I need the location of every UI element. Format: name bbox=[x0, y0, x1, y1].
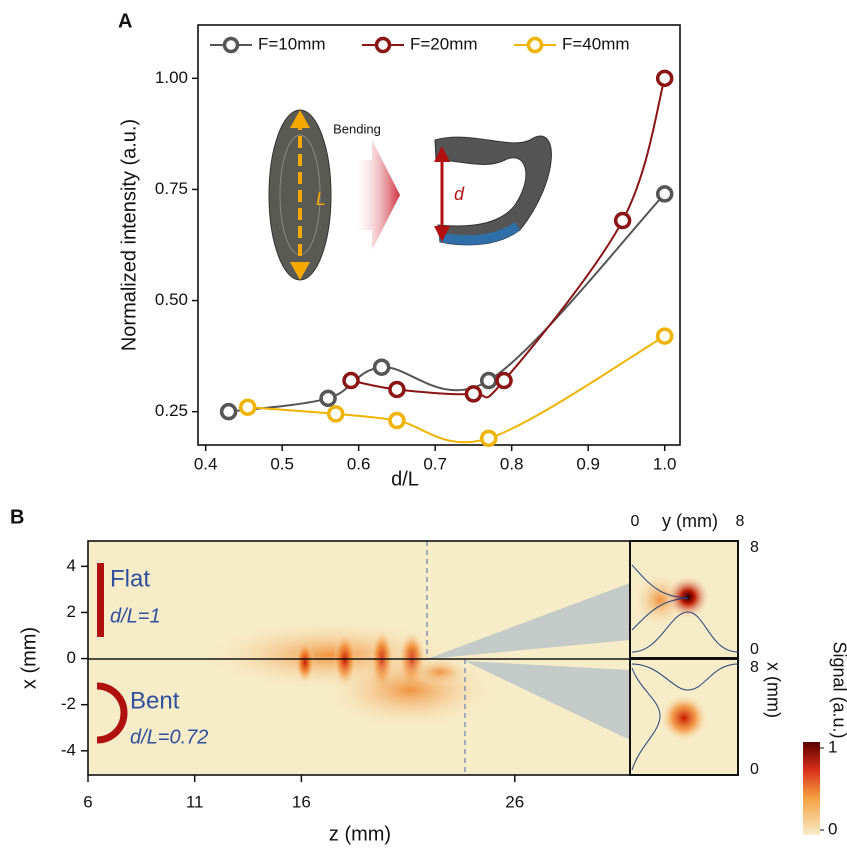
data-point bbox=[388, 411, 406, 430]
x-tick-label: 0.6 bbox=[347, 454, 371, 473]
panel-label: A bbox=[118, 10, 132, 32]
bend-arrow bbox=[352, 140, 400, 250]
panel-label: B bbox=[10, 506, 24, 528]
bent-lens bbox=[434, 135, 552, 246]
x-tick-label: 26 bbox=[505, 792, 524, 811]
y-tick-label: -2 bbox=[61, 694, 76, 713]
y-tick-label: -4 bbox=[61, 740, 76, 759]
bent-edge bbox=[438, 222, 520, 245]
data-point bbox=[464, 385, 483, 403]
x-tick-label: 0.5 bbox=[270, 454, 294, 473]
inset-tick-label: 0 bbox=[631, 513, 640, 530]
y-tick-label: 2 bbox=[67, 602, 76, 621]
projection-cone bbox=[465, 661, 630, 740]
colorbar bbox=[803, 742, 820, 835]
y-tick-label: 0.50 bbox=[155, 290, 188, 309]
y-tick-label: 1.00 bbox=[155, 68, 188, 87]
y-axis-label: x (mm) bbox=[18, 627, 40, 689]
profile bbox=[631, 663, 739, 691]
legend-label: F=10mm bbox=[258, 34, 326, 53]
data-point bbox=[326, 405, 345, 423]
x-tick-label: 0.8 bbox=[500, 454, 524, 473]
data-point bbox=[372, 358, 391, 376]
data-point bbox=[319, 389, 337, 408]
inset-illustration bbox=[268, 109, 552, 281]
panel-a: A d/L Normalized intensity (a.u.) Bendin… bbox=[118, 10, 681, 490]
inset-tick-label: 8 bbox=[750, 539, 759, 556]
inset-axis-label: x (mm) bbox=[763, 662, 783, 718]
x-tick-label: 0.7 bbox=[423, 454, 447, 473]
y-tick-label: 0.25 bbox=[155, 401, 188, 420]
inset-tick-label: 8 bbox=[750, 659, 759, 676]
y-tick-label: 0 bbox=[67, 648, 76, 667]
annotation: Bending bbox=[333, 121, 381, 136]
data-point bbox=[479, 371, 498, 390]
colorbar-tick-label: 1 bbox=[828, 737, 837, 756]
data-point bbox=[479, 429, 498, 448]
data-point bbox=[238, 398, 257, 416]
heatmap-image bbox=[88, 541, 630, 775]
data-point bbox=[613, 211, 632, 230]
x-axis-label: d/L bbox=[391, 468, 419, 490]
annotation: d/L=0.72 bbox=[130, 726, 208, 748]
inset-panels bbox=[629, 540, 739, 776]
annotation: Flat bbox=[110, 565, 150, 592]
data-point bbox=[495, 371, 513, 390]
series-line bbox=[350, 78, 666, 399]
heat bbox=[410, 657, 470, 687]
x-tick-label: 0.9 bbox=[576, 454, 600, 473]
annotation: Bent bbox=[130, 687, 180, 714]
legend-marker bbox=[374, 36, 392, 54]
inset-axis-label: y (mm) bbox=[662, 511, 718, 531]
profile bbox=[631, 611, 739, 653]
x-axis-label: z (mm) bbox=[329, 823, 391, 845]
colorbar-tick-label: 0 bbox=[828, 819, 837, 838]
inset-tick-label: 8 bbox=[736, 513, 745, 530]
flat-icon bbox=[97, 563, 104, 637]
series-line bbox=[247, 335, 666, 444]
inset-tick-label: 0 bbox=[750, 641, 759, 658]
profile bbox=[631, 564, 689, 631]
bent-icon bbox=[96, 682, 128, 744]
x-tick-label: 1.0 bbox=[653, 454, 677, 473]
heat bbox=[660, 694, 708, 742]
profile bbox=[631, 667, 661, 771]
annotation: L bbox=[316, 189, 326, 209]
inset-tick-label: 0 bbox=[750, 761, 759, 778]
legend-label: F=40mm bbox=[562, 34, 630, 53]
data-point bbox=[342, 371, 360, 390]
arrowheads bbox=[290, 110, 310, 280]
x-tick-label: 16 bbox=[292, 792, 311, 811]
heat bbox=[295, 640, 315, 684]
data-point bbox=[655, 69, 674, 88]
annotation: d bbox=[454, 184, 465, 204]
x-tick-label: 6 bbox=[83, 792, 92, 811]
legend-marker bbox=[526, 36, 544, 54]
plot-frame bbox=[197, 24, 681, 446]
panel-b: B Flat d/L=1 Bent d/L=0.72 bbox=[10, 506, 847, 845]
x-tick-label: 11 bbox=[186, 792, 204, 811]
data-point bbox=[388, 380, 406, 399]
heat bbox=[666, 575, 710, 619]
data-point bbox=[655, 327, 674, 345]
x-tick-label: 0.4 bbox=[194, 454, 218, 473]
series-line bbox=[228, 193, 666, 413]
colorbar-label: Signal (a.u.) bbox=[829, 641, 847, 738]
legend-label: F=20mm bbox=[410, 34, 478, 53]
annotation: d/L=1 bbox=[110, 605, 161, 627]
legend-marker bbox=[222, 36, 240, 54]
data-point bbox=[219, 402, 238, 421]
y-tick-label: 4 bbox=[67, 556, 76, 575]
y-tick-label: 0.75 bbox=[155, 179, 188, 198]
data-point bbox=[655, 185, 674, 203]
projection-cone bbox=[427, 583, 630, 659]
y-axis-label: Normalized intensity (a.u.) bbox=[118, 119, 140, 351]
